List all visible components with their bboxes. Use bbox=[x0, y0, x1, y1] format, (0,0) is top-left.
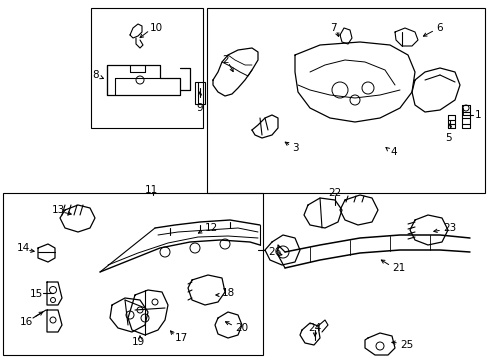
Text: 1: 1 bbox=[475, 110, 482, 120]
Text: 20: 20 bbox=[235, 323, 248, 333]
Text: 12: 12 bbox=[205, 223, 218, 233]
Text: 13: 13 bbox=[52, 205, 65, 215]
Text: 25: 25 bbox=[400, 340, 413, 350]
Text: 4: 4 bbox=[390, 147, 396, 157]
Text: 6: 6 bbox=[436, 23, 442, 33]
Text: 15: 15 bbox=[30, 289, 43, 299]
Bar bbox=[195, 82, 205, 104]
Text: 22: 22 bbox=[328, 188, 341, 198]
Text: 18: 18 bbox=[222, 288, 235, 298]
Text: 7: 7 bbox=[330, 23, 337, 33]
Bar bbox=[91, 8, 203, 128]
Text: 10: 10 bbox=[150, 23, 163, 33]
Text: 26: 26 bbox=[268, 247, 281, 257]
Text: 11: 11 bbox=[145, 185, 158, 195]
Text: 3: 3 bbox=[292, 143, 298, 153]
Bar bbox=[3, 193, 263, 355]
Bar bbox=[207, 8, 485, 193]
Text: 17: 17 bbox=[175, 333, 188, 343]
Text: 16: 16 bbox=[20, 317, 33, 327]
Text: 5: 5 bbox=[445, 133, 452, 143]
Text: 2: 2 bbox=[222, 55, 229, 65]
Text: 9: 9 bbox=[196, 103, 203, 113]
Text: 8: 8 bbox=[92, 70, 98, 80]
Text: 24: 24 bbox=[308, 323, 321, 333]
Text: 19: 19 bbox=[132, 337, 145, 347]
Text: 14: 14 bbox=[17, 243, 30, 253]
Text: 21: 21 bbox=[392, 263, 405, 273]
Text: 23: 23 bbox=[443, 223, 456, 233]
